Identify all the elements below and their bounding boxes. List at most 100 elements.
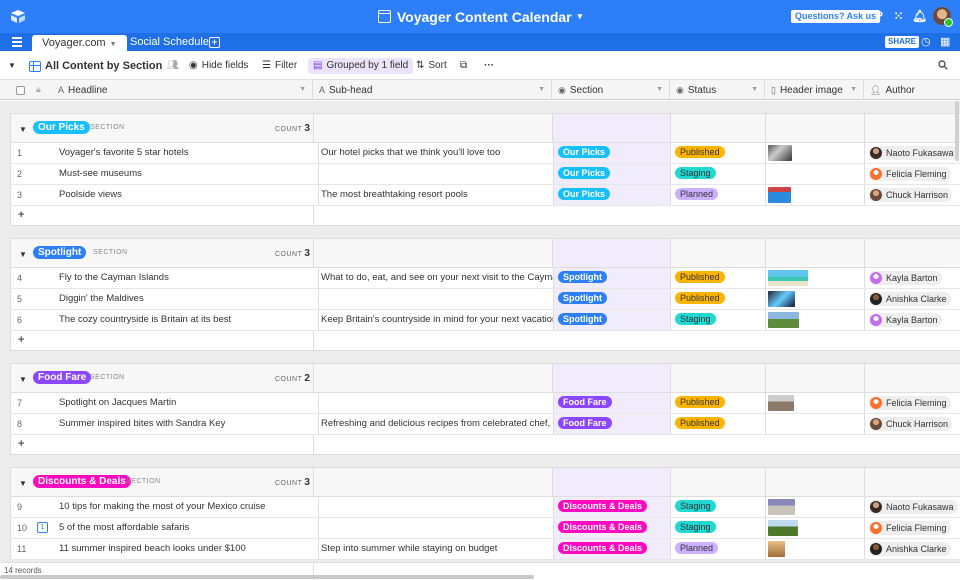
header-image-cell[interactable]	[765, 497, 864, 517]
status-cell[interactable]: Staging	[670, 164, 765, 184]
table-row[interactable]: 1 Voyager's favorite 5 star hotels Our hot…	[10, 143, 960, 164]
table-row[interactable]: 3 Poolside views The most breathtaking res…	[10, 185, 960, 206]
author-cell[interactable]: Anishka Clarke	[864, 539, 960, 559]
column-header-status[interactable]: ◉ Status ▼	[670, 80, 765, 100]
add-record-icon[interactable]: +	[18, 334, 25, 346]
subhead-cell[interactable]: Step into summer while staying on budget	[318, 539, 553, 559]
hide-fields-button[interactable]: ◉ Hide fields	[189, 58, 248, 74]
subhead-cell[interactable]: Our hotel picks that we think you'll lov…	[318, 143, 553, 163]
author-cell[interactable]: Felicia Fleming	[864, 518, 960, 538]
add-record-row[interactable]: +	[10, 331, 960, 351]
author-cell[interactable]: Anishka Clarke	[864, 289, 960, 309]
tab-social-schedule[interactable]: Social Schedule	[130, 36, 209, 48]
status-cell[interactable]: Staging	[670, 497, 765, 517]
subhead-cell[interactable]	[318, 518, 553, 538]
header-image-cell[interactable]	[765, 518, 864, 538]
comment-count-icon[interactable]: 1	[37, 522, 48, 533]
group-header[interactable]: ▼ Food Fare SECTION COUNT 2	[10, 363, 960, 393]
section-cell[interactable]: Food Fare	[553, 393, 671, 413]
header-image-cell[interactable]	[765, 289, 864, 309]
headline-cell[interactable]: 10 tips for making the most of your Mexi…	[59, 501, 266, 512]
help-icon[interactable]: ?	[875, 9, 884, 23]
header-image-cell[interactable]	[765, 393, 864, 413]
subhead-cell[interactable]: Keep Britain's countryside in mind for y…	[318, 310, 553, 330]
menu-icon[interactable]	[12, 37, 22, 49]
horizontal-scrollbar[interactable]	[0, 575, 534, 579]
add-record-icon[interactable]: +	[18, 438, 25, 450]
column-header-headline[interactable]: A Headline ▼	[32, 80, 313, 100]
headline-cell[interactable]: Poolside views	[59, 189, 122, 200]
select-all-checkbox[interactable]	[16, 86, 25, 95]
user-avatar[interactable]	[933, 7, 953, 27]
header-image-thumbnail[interactable]	[768, 270, 808, 286]
history-icon[interactable]: ◷	[921, 36, 931, 48]
subhead-cell[interactable]: Refreshing and delicious recipes from ce…	[318, 414, 553, 434]
chevron-down-icon[interactable]: ▼	[109, 41, 117, 48]
table-row[interactable]: 9 10 tips for making the most of your Mex…	[10, 497, 960, 518]
table-row[interactable]: 7 Spotlight on Jacques Martin Food Fare Pub…	[10, 393, 960, 414]
subhead-cell[interactable]	[318, 497, 553, 517]
table-row[interactable]: 4 Fly to the Cayman Islands What to do, ea…	[10, 268, 960, 289]
section-cell[interactable]: Our Picks	[553, 164, 671, 184]
author-cell[interactable]: Felicia Fleming	[864, 164, 960, 184]
subhead-cell[interactable]	[318, 289, 553, 309]
chevron-down-icon[interactable]: ▼	[751, 86, 758, 93]
add-record-icon[interactable]: +	[18, 209, 25, 221]
chevron-down-icon[interactable]: ▼	[299, 86, 306, 93]
airtable-logo-icon[interactable]	[10, 9, 26, 24]
collapse-group-icon[interactable]: ▼	[19, 125, 27, 134]
column-header-subhead[interactable]: A Sub-head ▼	[313, 80, 552, 100]
apps-grid-icon[interactable]: ⁙	[893, 9, 904, 23]
column-header-header-image[interactable]: ▯ Header image ▼	[765, 80, 864, 100]
help-button[interactable]: Questions? Ask us	[791, 10, 881, 23]
section-cell[interactable]: Spotlight	[553, 310, 671, 330]
status-cell[interactable]: Published	[670, 414, 765, 434]
headline-cell[interactable]: Diggin' the Maldives	[59, 293, 144, 304]
header-image-thumbnail[interactable]	[768, 395, 794, 411]
header-image-cell[interactable]	[765, 143, 864, 163]
collapse-group-icon[interactable]: ▼	[19, 250, 27, 259]
status-cell[interactable]: Published	[670, 143, 765, 163]
view-switcher[interactable]: All Content by Section 👥︎	[29, 58, 179, 74]
author-cell[interactable]: Kayla Barton	[864, 310, 960, 330]
status-cell[interactable]: Published	[670, 393, 765, 413]
header-image-cell[interactable]	[765, 310, 864, 330]
headline-cell[interactable]: Fly to the Cayman Islands	[59, 272, 169, 283]
section-cell[interactable]: Discounts & Deals	[553, 497, 671, 517]
sort-button[interactable]: ⇅ Sort	[416, 58, 447, 74]
author-cell[interactable]: Kayla Barton	[864, 268, 960, 288]
section-cell[interactable]: Spotlight	[553, 268, 671, 288]
section-cell[interactable]: Spotlight	[553, 289, 671, 309]
headline-cell[interactable]: 11 summer inspired beach looks under $10…	[59, 543, 246, 554]
status-cell[interactable]: Published	[670, 289, 765, 309]
share-button[interactable]: SHARE	[885, 36, 920, 48]
header-image-cell[interactable]	[765, 268, 864, 288]
collapse-group-icon[interactable]: ▼	[19, 375, 27, 384]
status-cell[interactable]: Planned	[670, 185, 765, 205]
vertical-scrollbar[interactable]	[955, 101, 959, 161]
chevron-down-icon[interactable]: ▼	[656, 86, 663, 93]
table-row[interactable]: 5 Diggin' the Maldives Spotlight Published A…	[10, 289, 960, 310]
filter-button[interactable]: ☰ Filter	[262, 58, 297, 74]
headline-cell[interactable]: Spotlight on Jacques Martin	[59, 397, 177, 408]
header-image-cell[interactable]	[765, 185, 864, 205]
status-cell[interactable]: Published	[670, 268, 765, 288]
author-cell[interactable]: Felicia Fleming	[864, 393, 960, 413]
author-cell[interactable]: Chuck Harrison	[864, 414, 960, 434]
header-image-cell[interactable]	[765, 414, 864, 434]
headline-cell[interactable]: 5 of the most affordable safaris	[59, 522, 190, 533]
header-image-cell[interactable]	[765, 539, 864, 559]
collapse-group-icon[interactable]: ▼	[19, 479, 27, 488]
section-cell[interactable]: Our Picks	[553, 143, 671, 163]
subhead-cell[interactable]: What to do, eat, and see on your next vi…	[318, 268, 553, 288]
chevron-down-icon[interactable]: ▼	[850, 86, 857, 93]
group-header[interactable]: ▼ Spotlight SECTION COUNT 3	[10, 238, 960, 268]
section-cell[interactable]: Food Fare	[553, 414, 671, 434]
header-image-thumbnail[interactable]	[768, 499, 795, 515]
headline-cell[interactable]: Summer inspired bites with Sandra Key	[59, 418, 226, 429]
group-button[interactable]: ▤ Grouped by 1 field	[308, 58, 414, 74]
add-table-icon[interactable]: +	[209, 37, 220, 48]
header-image-thumbnail[interactable]	[768, 145, 792, 161]
share-view-icon[interactable]: ⧉	[460, 60, 468, 71]
status-cell[interactable]: Staging	[670, 310, 765, 330]
